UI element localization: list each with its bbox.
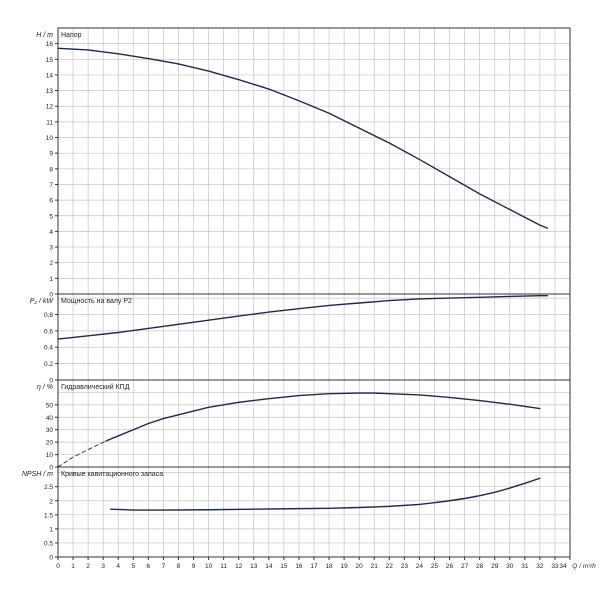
x-tick-label: 28	[476, 563, 484, 570]
x-tick-label: 25	[431, 563, 439, 570]
panel-title: Гидравлический КПД	[61, 383, 130, 391]
y-tick-label: 12	[46, 104, 54, 111]
y-tick-label: 2	[49, 260, 53, 267]
x-tick-label: 19	[341, 563, 349, 570]
y-tick-label: 1	[49, 526, 53, 533]
y-tick-label: 0	[49, 292, 53, 299]
y-tick-label: 1.5	[44, 512, 53, 519]
series-line	[110, 477, 541, 511]
series-line-dashed	[57, 440, 107, 468]
y-tick-label: 3	[49, 245, 53, 252]
x-tick-label: 1	[71, 563, 75, 570]
x-tick-label: 0	[56, 563, 60, 570]
y-tick-label: 14	[46, 72, 54, 79]
series-layer	[57, 47, 549, 511]
panel-title: Напор	[61, 32, 82, 39]
x-tick-label: 14	[265, 563, 273, 570]
series-line	[105, 392, 541, 442]
x-tick-label: 4	[116, 563, 120, 570]
x-tick-label: 13	[250, 563, 258, 570]
y-tick-label: 16	[46, 41, 54, 48]
x-tick-label: 34	[559, 563, 567, 570]
x-tick-label: 29	[491, 563, 499, 570]
x-tick-label: 32	[536, 563, 544, 570]
x-tick-label: 33	[551, 563, 559, 570]
y-tick-label: 6	[49, 198, 53, 205]
x-tick-label: 17	[310, 563, 318, 570]
x-tick-label: 26	[446, 563, 454, 570]
y-axis-label: NPSH / m	[22, 471, 53, 478]
y-tick-label: 11	[46, 119, 53, 126]
panel-title: Мощность на валу P2	[61, 298, 132, 305]
axes-layer	[55, 27, 571, 560]
x-tick-label: 12	[235, 563, 243, 570]
y-tick-label: 1	[49, 276, 53, 283]
y-tick-label: 7	[49, 182, 53, 189]
series-line	[57, 47, 549, 229]
x-tick-label: 23	[401, 563, 409, 570]
x-tick-label: 3	[101, 563, 105, 570]
y-tick-label: 0.6	[44, 328, 53, 335]
y-tick-label: 20	[46, 440, 54, 447]
y-axis-label: H / m	[36, 32, 53, 39]
x-tick-label: 21	[371, 563, 379, 570]
x-tick-label: 10	[205, 563, 213, 570]
y-tick-label: 2.5	[44, 484, 53, 491]
x-tick-label: 2	[86, 563, 90, 570]
y-tick-label: 0.8	[44, 312, 53, 319]
x-tick-label: 18	[325, 563, 333, 570]
x-tick-label: 9	[192, 563, 196, 570]
x-tick-label: 6	[147, 563, 151, 570]
y-tick-label: 5	[49, 213, 53, 220]
y-tick-label: 0	[49, 555, 53, 562]
x-tick-label: 31	[521, 563, 529, 570]
x-tick-label: 30	[506, 563, 514, 570]
y-tick-label: 40	[46, 415, 54, 422]
y-tick-label: 0	[49, 378, 53, 385]
y-tick-label: 13	[46, 88, 54, 95]
y-axis-label: P₂ / kW	[30, 298, 55, 305]
y-tick-label: 10	[46, 135, 54, 142]
y-tick-label: 30	[46, 427, 54, 434]
panel-title: Кривые кавитационного запаса	[61, 471, 163, 478]
x-tick-label: 7	[162, 563, 166, 570]
x-tick-label: 20	[356, 563, 364, 570]
x-tick-label: 15	[280, 563, 288, 570]
x-axis-label: Q / m³/h	[572, 563, 596, 570]
x-tick-label: 22	[386, 563, 394, 570]
y-tick-label: 9	[49, 151, 53, 158]
x-tick-label: 8	[177, 563, 181, 570]
series-line	[57, 294, 549, 340]
y-tick-label: 10	[46, 452, 54, 459]
y-tick-label: 50	[46, 402, 54, 409]
y-axis-label: η / %	[37, 384, 53, 391]
x-tick-label: 16	[295, 563, 303, 570]
y-tick-label: 0	[49, 465, 53, 472]
y-tick-label: 2	[49, 498, 53, 505]
y-tick-label: 0.2	[44, 361, 53, 368]
y-tick-label: 4	[49, 229, 53, 236]
x-tick-label: 24	[416, 563, 424, 570]
x-tick-label: 5	[131, 563, 135, 570]
y-tick-label: 8	[49, 166, 53, 173]
y-tick-label: 15	[46, 57, 54, 64]
x-tick-label: 11	[220, 563, 227, 570]
y-tick-label: 0.4	[44, 345, 53, 352]
x-tick-label: 27	[461, 563, 469, 570]
y-tick-label: 0.5	[44, 540, 53, 547]
